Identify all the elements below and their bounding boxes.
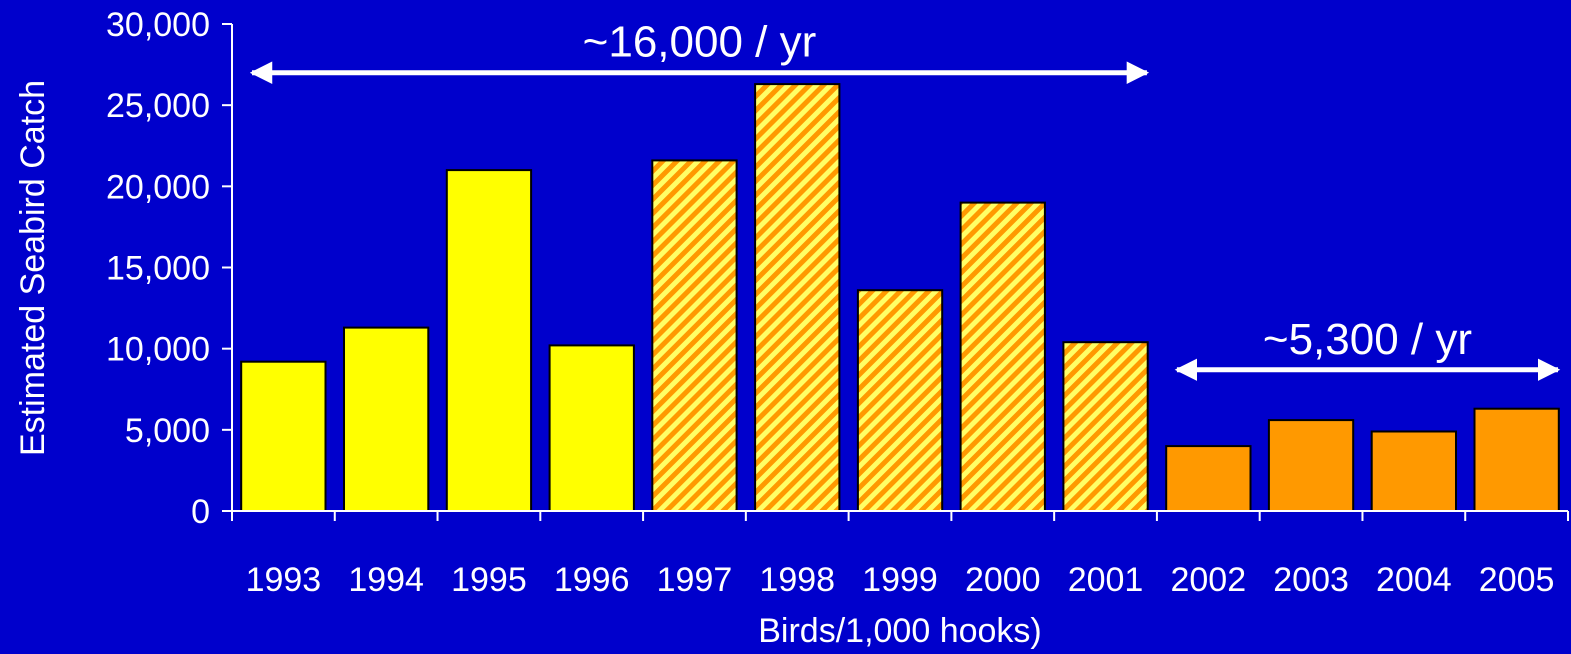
x-axis-title: Birds/1,000 hooks) bbox=[758, 612, 1042, 650]
bars-group bbox=[240, 83, 1560, 513]
x-tick-label: 2001 bbox=[1068, 561, 1144, 599]
x-tick-label: 2002 bbox=[1170, 561, 1246, 599]
x-tick-label: 2005 bbox=[1479, 561, 1555, 599]
y-tick-label: 10,000 bbox=[106, 331, 210, 369]
bar-2001 bbox=[1062, 341, 1149, 513]
y-tick-label: 5,000 bbox=[125, 412, 210, 450]
y-tick-label: 25,000 bbox=[106, 87, 210, 125]
x-ticks-group: 1993 1994 1995 1996 1997 1998 1999 2000 2001 2002… bbox=[231, 511, 1569, 599]
bar-2002 bbox=[1165, 445, 1252, 513]
x-tick-label: 2004 bbox=[1376, 561, 1452, 599]
x-tick-label: 1999 bbox=[862, 561, 938, 599]
bar-1993 bbox=[240, 360, 327, 513]
x-tick-label: 1997 bbox=[657, 561, 733, 599]
bar-1994 bbox=[343, 326, 430, 512]
x-tick-label: 2003 bbox=[1273, 561, 1349, 599]
bar-2000 bbox=[959, 201, 1046, 512]
bar-1997 bbox=[651, 159, 738, 512]
x-tick-label: 1996 bbox=[554, 561, 630, 599]
x-tick-label: 1994 bbox=[348, 561, 424, 599]
bar-1995 bbox=[445, 169, 533, 512]
annotations-group: ~16,000 / yr ~5,300 / yr bbox=[249, 18, 1561, 382]
bar-2004 bbox=[1370, 430, 1457, 512]
y-ticks-group: 0 5,000 10,000 15,000 20,000 25,000 30,000 bbox=[106, 6, 232, 531]
y-axis-title: Estimated Seabird Catch bbox=[14, 80, 52, 456]
y-tick-label: 20,000 bbox=[106, 168, 210, 206]
bar-1998 bbox=[754, 83, 841, 512]
x-tick-label: 1998 bbox=[759, 561, 835, 599]
range-label: ~5,300 / yr bbox=[1263, 315, 1472, 364]
x-tick-label: 1993 bbox=[246, 561, 322, 599]
x-tick-label: 1995 bbox=[451, 561, 527, 599]
bar-1999 bbox=[856, 289, 944, 513]
bar-1996 bbox=[548, 344, 635, 512]
y-tick-label: 0 bbox=[191, 493, 210, 531]
y-tick-label: 15,000 bbox=[106, 250, 210, 288]
y-tick-label: 30,000 bbox=[106, 6, 210, 44]
x-tick-label: 2000 bbox=[965, 561, 1041, 599]
bar-2005 bbox=[1473, 407, 1560, 513]
bar-2003 bbox=[1267, 419, 1355, 513]
range-label: ~16,000 / yr bbox=[583, 18, 817, 67]
